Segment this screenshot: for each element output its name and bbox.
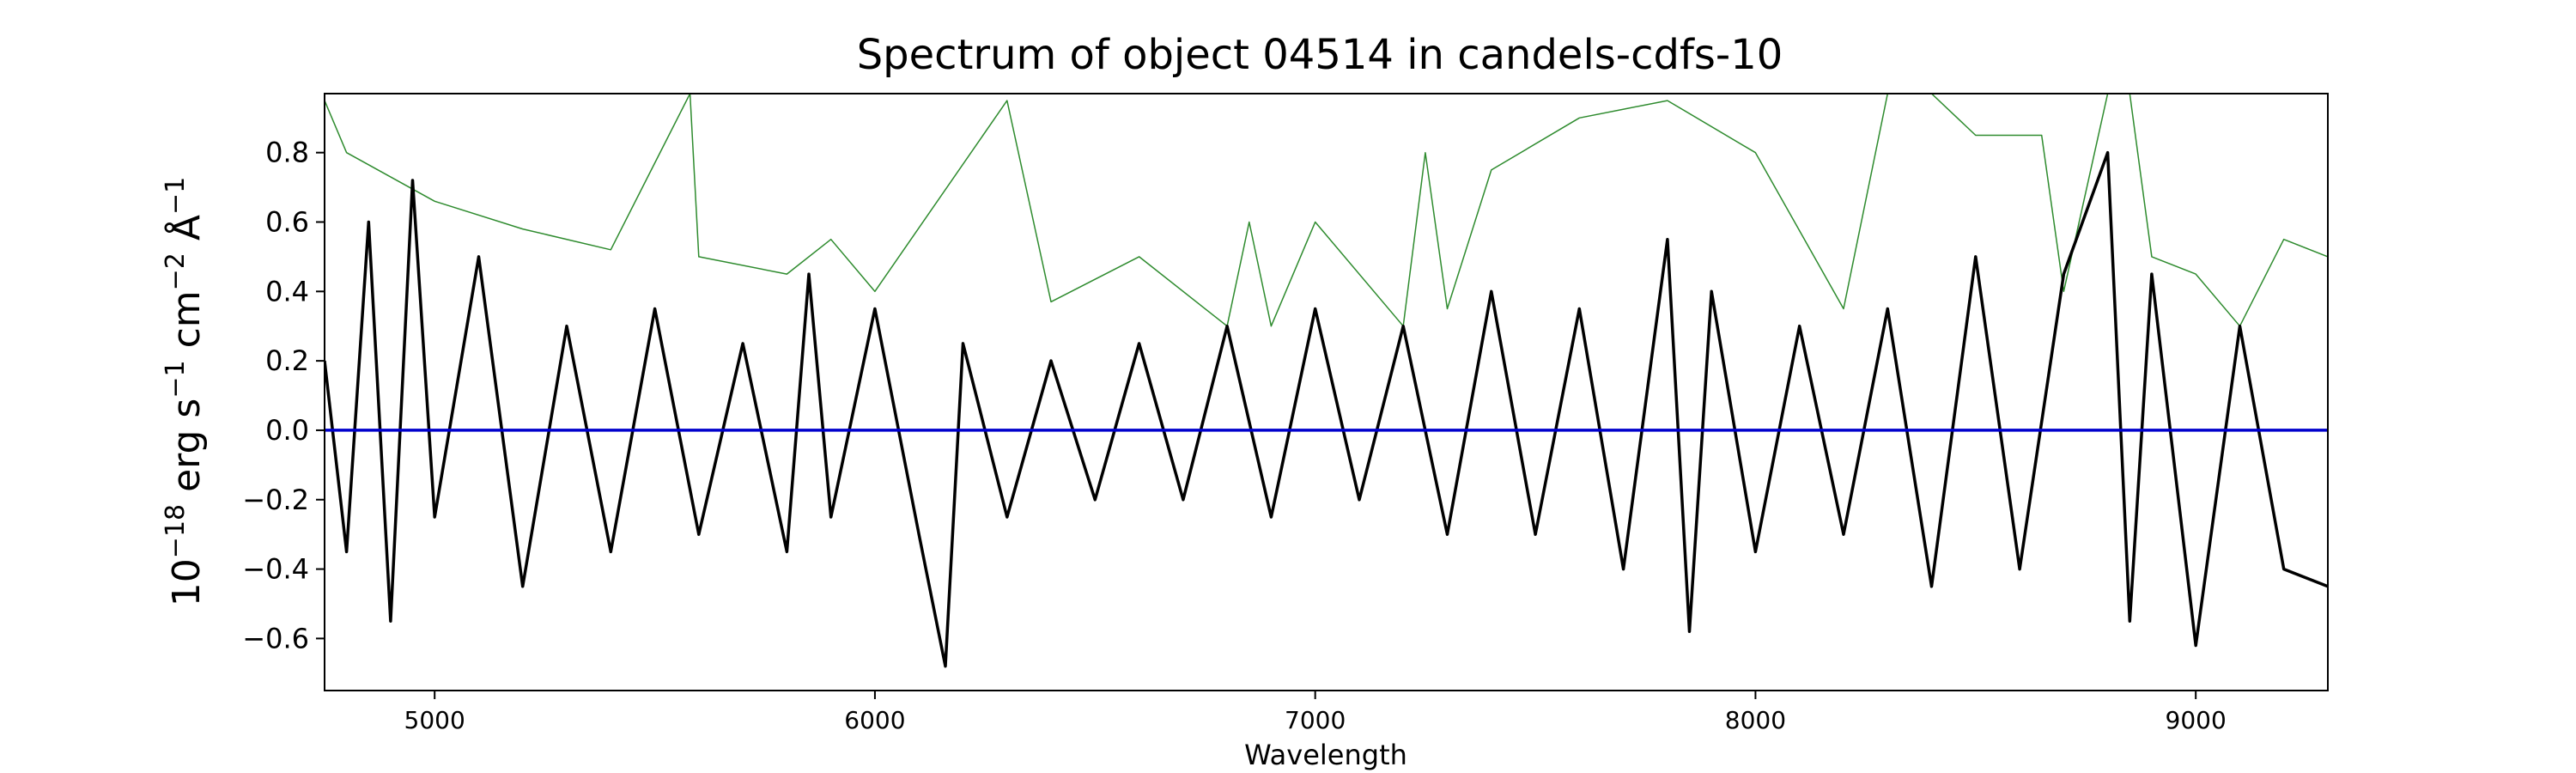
y-label-exp1: −18	[161, 504, 191, 558]
chart-title: Spectrum of object 04514 in candels-cdfs…	[857, 31, 1783, 79]
y-label-base: 10	[165, 558, 209, 606]
plot-area	[325, 94, 2328, 668]
y-axis-label: 10−18 erg s−1 cm−2 Å−1	[161, 177, 209, 606]
y-tick-label: −0.6	[242, 622, 309, 654]
plot-frame	[324, 93, 2329, 691]
y-axis: −0.6 −0.4 −0.2 0.0 0.2 0.4 0.6 0.8	[242, 137, 325, 654]
y-label-erg: erg s	[165, 399, 209, 504]
x-tick-label: 9000	[2166, 706, 2227, 734]
y-label-cm: cm	[165, 290, 209, 360]
y-label-exp2: −1	[161, 360, 191, 398]
x-tick-label: 5000	[404, 706, 465, 734]
y-tick-label: 0.0	[265, 414, 309, 447]
y-tick-label: −0.4	[242, 553, 309, 586]
y-label-exp3: −2	[161, 253, 191, 290]
x-tick-label: 6000	[844, 706, 905, 734]
y-tick-label: 0.4	[265, 275, 309, 307]
y-tick-label: 0.8	[265, 137, 309, 169]
y-label-exp4: −1	[161, 177, 191, 215]
x-axis: 5000 6000 7000 8000 9000	[404, 691, 2227, 734]
y-tick-label: −0.2	[242, 484, 309, 516]
flux-series-line	[325, 150, 2328, 668]
y-tick-label: 0.6	[265, 206, 309, 239]
x-tick-label: 7000	[1285, 706, 1346, 734]
y-tick-label: 0.2	[265, 344, 309, 377]
x-axis-label: Wavelength	[1244, 739, 1407, 771]
error-series-line	[325, 94, 2328, 327]
x-tick-label: 8000	[1725, 706, 1786, 734]
y-label-ang: Å	[163, 215, 209, 253]
